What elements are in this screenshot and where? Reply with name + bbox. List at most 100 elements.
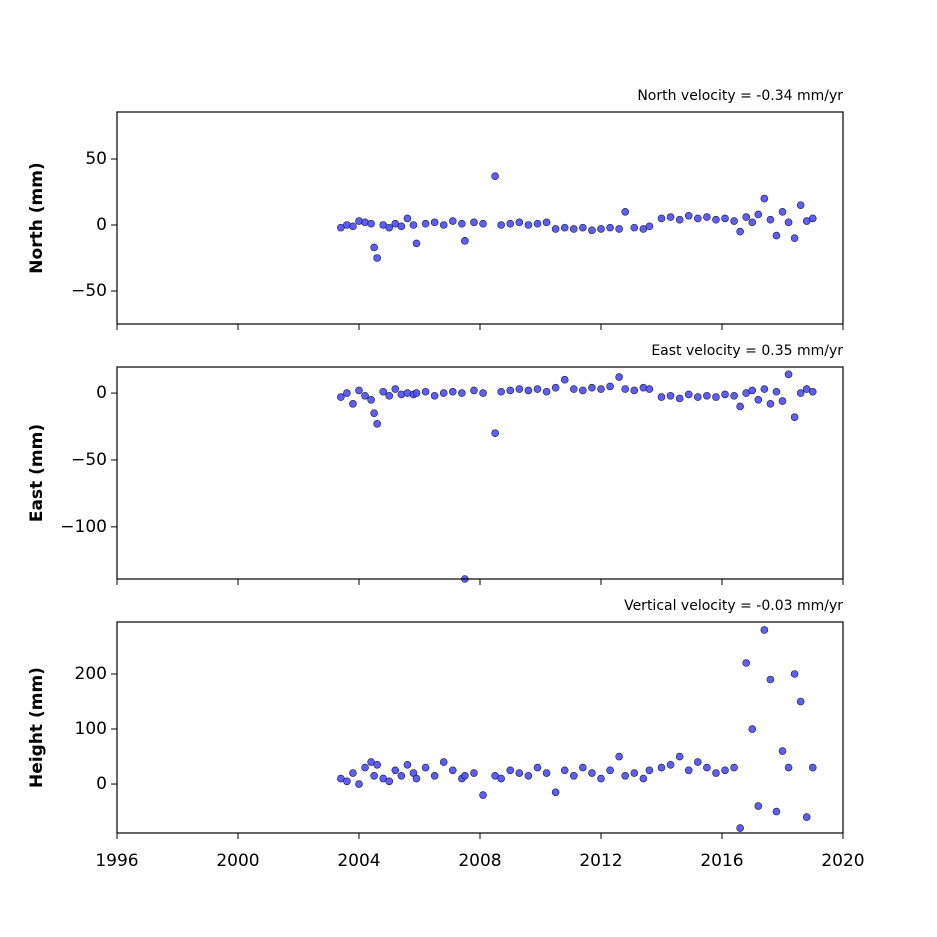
- data-point: [506, 766, 515, 775]
- y-tick-label: −100: [60, 517, 107, 537]
- data-point: [551, 788, 560, 797]
- data-point: [597, 225, 605, 233]
- data-point: [630, 769, 639, 777]
- data-point: [712, 215, 720, 224]
- data-point: [524, 221, 533, 229]
- data-point: [560, 375, 569, 384]
- data-point: [736, 227, 744, 236]
- data-point: [370, 771, 378, 780]
- data-point: [703, 391, 711, 400]
- data-point: [666, 213, 675, 221]
- data-point: [421, 219, 430, 228]
- data-point: [349, 769, 357, 777]
- data-point: [615, 373, 623, 381]
- data-point: [615, 752, 623, 761]
- data-point: [597, 385, 605, 393]
- data-point: [730, 763, 738, 772]
- data-point: [621, 207, 630, 216]
- y-tick-label: 0: [96, 215, 107, 235]
- data-point: [693, 214, 702, 223]
- panel-title: North velocity = -0.34 mm/yr: [637, 88, 843, 104]
- data-point: [730, 391, 738, 400]
- data-point: [355, 386, 363, 395]
- data-point: [470, 218, 478, 227]
- data-point: [657, 214, 666, 223]
- data-point: [373, 420, 381, 428]
- data-point: [355, 780, 363, 788]
- data-point: [748, 218, 757, 227]
- data-point: [391, 766, 400, 775]
- data-point: [666, 391, 675, 400]
- data-point: [397, 222, 406, 231]
- data-point: [621, 771, 630, 780]
- data-point: [675, 752, 684, 761]
- data-point: [754, 395, 763, 404]
- data-point: [748, 725, 757, 733]
- data-point: [778, 207, 787, 216]
- data-point: [370, 409, 378, 417]
- data-point: [772, 807, 781, 816]
- data-point: [458, 219, 466, 228]
- data-point: [736, 824, 744, 832]
- data-point: [373, 760, 381, 769]
- y-tick-label: 50: [85, 149, 107, 169]
- data-point: [760, 194, 769, 203]
- x-tick-label: 2008: [458, 851, 501, 871]
- data-point: [766, 675, 775, 684]
- y-tick-label: −50: [71, 450, 107, 470]
- data-point: [479, 791, 487, 799]
- data-point: [412, 389, 421, 397]
- data-point: [615, 225, 623, 233]
- data-point: [506, 219, 515, 228]
- data-point: [524, 386, 533, 395]
- data-point: [748, 386, 757, 395]
- data-point: [448, 217, 457, 225]
- data-point: [666, 760, 675, 769]
- data-point: [808, 763, 817, 772]
- data-point: [524, 771, 533, 780]
- data-point: [515, 218, 524, 227]
- data-point: [569, 225, 578, 233]
- data-point: [569, 771, 578, 780]
- data-point: [588, 769, 596, 777]
- data-point: [385, 777, 394, 786]
- y-tick-label: −50: [71, 281, 107, 301]
- x-tick-label: 1996: [95, 851, 138, 871]
- data-point: [461, 237, 469, 245]
- data-point: [343, 777, 351, 786]
- data-point: [606, 766, 614, 775]
- data-point: [703, 213, 711, 221]
- data-point: [703, 763, 711, 772]
- data-point: [778, 747, 787, 755]
- data-point: [349, 399, 357, 408]
- plot-frame: [116, 366, 844, 580]
- data-point: [721, 390, 729, 399]
- y-tick-label: 200: [75, 664, 107, 684]
- data-point: [606, 382, 614, 391]
- data-point: [693, 758, 702, 766]
- y-axis-label: North (mm): [27, 162, 47, 273]
- data-point: [373, 254, 381, 262]
- data-point: [784, 370, 793, 379]
- data-point: [639, 774, 648, 783]
- data-point: [657, 763, 666, 772]
- data-point: [560, 223, 569, 232]
- data-point: [343, 389, 351, 397]
- data-point: [479, 389, 487, 397]
- data-point: [403, 760, 412, 769]
- data-point: [693, 393, 702, 401]
- y-tick-label: 0: [96, 383, 107, 403]
- y-tick-label: 100: [75, 719, 107, 739]
- data-point: [361, 763, 369, 772]
- panel-title: East velocity = 0.35 mm/yr: [651, 343, 843, 359]
- x-tick-label: 2016: [700, 851, 743, 871]
- x-tick-label: 2012: [579, 851, 622, 871]
- data-point: [772, 387, 781, 396]
- data-point: [515, 385, 524, 393]
- data-point: [630, 386, 639, 395]
- data-point: [497, 774, 505, 783]
- data-point: [712, 393, 720, 401]
- data-point: [766, 399, 775, 408]
- data-point: [760, 385, 769, 393]
- data-point: [497, 387, 505, 396]
